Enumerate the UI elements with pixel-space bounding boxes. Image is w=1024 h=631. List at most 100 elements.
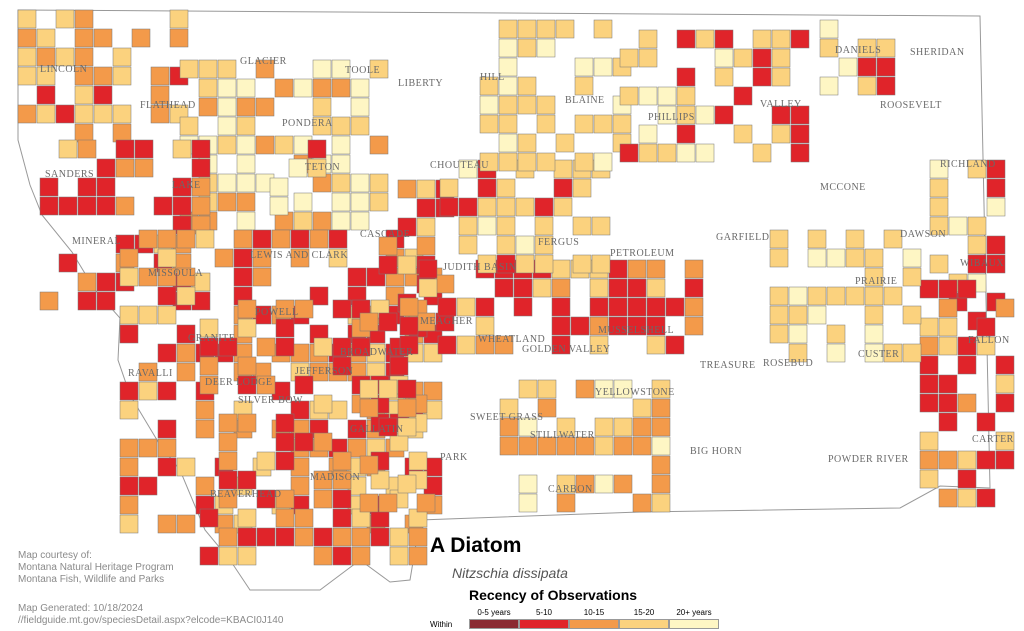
observation-cell	[217, 116, 237, 136]
observation-cell	[237, 546, 257, 566]
observation-cell	[290, 248, 310, 268]
observation-cell	[198, 59, 218, 79]
observation-cell	[236, 116, 256, 136]
observation-cell	[199, 375, 219, 395]
observation-cell	[74, 9, 94, 29]
observation-cell	[477, 216, 497, 236]
observation-cell	[537, 379, 557, 399]
observation-cell	[769, 248, 789, 268]
legend-within-label: Within	[430, 620, 453, 629]
observation-cell	[294, 375, 314, 395]
observation-cell	[536, 38, 556, 58]
observation-cell	[976, 412, 996, 432]
observation-cell	[437, 335, 457, 355]
county-label: SHERIDAN	[910, 47, 965, 58]
observation-cell	[331, 192, 351, 212]
observation-cell	[819, 19, 839, 39]
observation-cell	[733, 86, 753, 106]
observation-cell	[332, 299, 352, 319]
county-label: CARBON	[548, 484, 593, 495]
observation-cell	[458, 197, 478, 217]
county-label: SANDERS	[45, 169, 94, 180]
observation-cell	[112, 47, 132, 67]
observation-cell	[572, 178, 592, 198]
observation-cell	[275, 527, 295, 547]
observation-cell	[676, 67, 696, 87]
observation-cell	[96, 158, 116, 178]
observation-cell	[112, 66, 132, 86]
observation-cell	[169, 28, 189, 48]
observation-cell	[195, 476, 215, 496]
observation-cell	[58, 196, 78, 216]
observation-cell	[214, 248, 234, 268]
observation-cell	[572, 216, 592, 236]
observation-cell	[518, 493, 538, 513]
observation-cell	[119, 305, 139, 325]
observation-cell	[218, 489, 238, 509]
observation-cell	[150, 104, 170, 124]
observation-cell	[93, 28, 113, 48]
observation-cell	[237, 527, 257, 547]
observation-cell	[418, 278, 438, 298]
county-label: PARK	[440, 452, 468, 463]
observation-cell	[332, 470, 352, 490]
observation-cell	[418, 259, 438, 279]
observation-cell	[55, 104, 75, 124]
observation-cell	[199, 318, 219, 338]
observation-cell	[312, 211, 332, 231]
observation-cell	[684, 297, 704, 317]
observation-cell	[17, 28, 37, 48]
observation-cell	[826, 324, 846, 344]
legend-swatch	[669, 619, 719, 629]
county-label: CASCADE	[360, 229, 410, 240]
observation-cell	[477, 197, 497, 217]
observation-cell	[458, 216, 478, 236]
observation-cell	[632, 398, 652, 418]
county-label: LIBERTY	[398, 78, 443, 89]
county-label: MINERAL	[72, 236, 121, 247]
county-label: POWDER RIVER	[828, 454, 909, 465]
observation-cell	[657, 143, 677, 163]
observation-cell	[17, 104, 37, 124]
observation-cell	[589, 335, 609, 355]
observation-cell	[593, 114, 613, 134]
observation-cell	[195, 419, 215, 439]
county-label: BLAINE	[565, 95, 605, 106]
legend-label: 20+ years	[676, 608, 712, 617]
observation-cell	[236, 78, 256, 98]
observation-cell	[995, 431, 1015, 451]
observation-cell	[350, 211, 370, 231]
observation-cell	[218, 470, 238, 490]
observation-cell	[423, 381, 443, 401]
observation-cell	[876, 38, 896, 58]
observation-cell	[938, 279, 958, 299]
observation-cell	[328, 248, 348, 268]
observation-cell	[919, 374, 939, 394]
observation-cell	[416, 236, 436, 256]
observation-cell	[788, 324, 808, 344]
observation-cell	[575, 436, 595, 456]
observation-cell	[819, 38, 839, 58]
observation-cell	[332, 451, 352, 471]
observation-cell	[948, 216, 968, 236]
observation-cell	[176, 362, 196, 382]
observation-cell	[256, 527, 276, 547]
observation-cell	[714, 29, 734, 49]
observation-cell	[294, 508, 314, 528]
observation-cell	[274, 135, 294, 155]
observation-cell	[237, 356, 257, 376]
observation-cell	[199, 508, 219, 528]
county-label: MEAGHER	[420, 316, 473, 327]
observation-cell	[619, 143, 639, 163]
observation-cell	[665, 297, 685, 317]
legend-swatch	[619, 619, 669, 629]
observation-cell	[919, 336, 939, 356]
county-label: CUSTER	[858, 349, 899, 360]
observation-cell	[456, 297, 476, 317]
observation-cell	[157, 343, 177, 363]
observation-cell	[752, 143, 772, 163]
observation-cell	[389, 546, 409, 566]
county-labels: GLACIER TOOLE LIBERTY HILL BLAINE PHILLIPS VAL…	[40, 45, 1013, 500]
observation-cell	[695, 143, 715, 163]
observation-cell	[293, 211, 313, 231]
